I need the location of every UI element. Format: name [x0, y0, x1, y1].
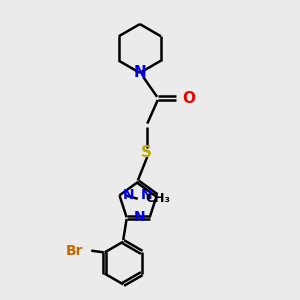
Text: S: S	[141, 145, 152, 160]
Text: O: O	[182, 91, 195, 106]
Text: N: N	[134, 65, 146, 80]
Text: N: N	[123, 188, 134, 203]
Text: N: N	[134, 210, 146, 224]
Text: N: N	[141, 188, 153, 203]
Text: Br: Br	[66, 244, 83, 258]
Text: CH₃: CH₃	[146, 192, 170, 205]
